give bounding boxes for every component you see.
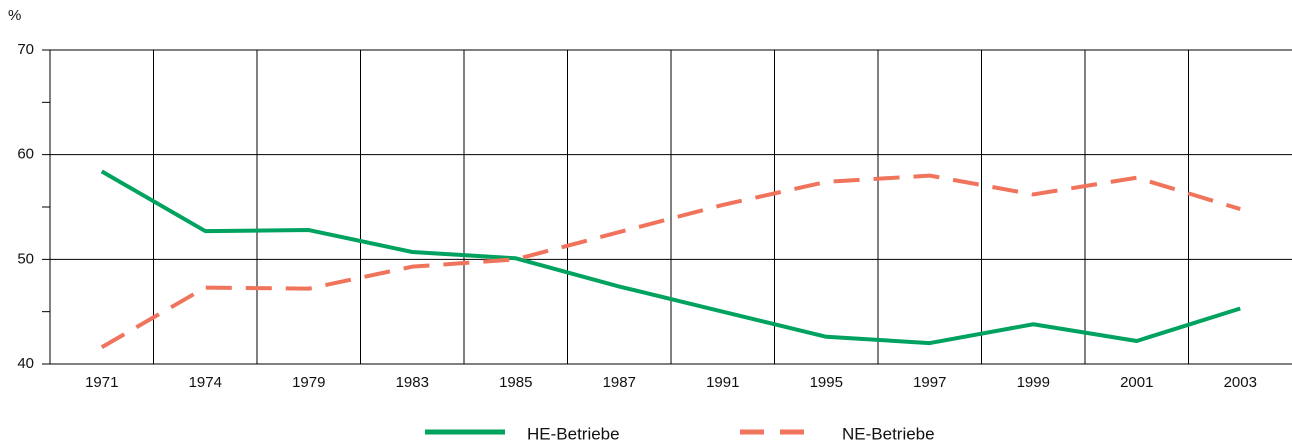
- y-axis-label: %: [8, 7, 21, 24]
- x-tick-label: 1974: [189, 374, 222, 391]
- x-tick-label: 1971: [85, 374, 118, 391]
- y-tick-label: 50: [17, 250, 34, 267]
- x-tick-label: 1995: [810, 374, 843, 391]
- x-tick-label: 1991: [706, 374, 739, 391]
- y-tick-label: 70: [17, 41, 34, 58]
- x-tick-label: 1983: [396, 374, 429, 391]
- x-tick-label: 2003: [1224, 374, 1257, 391]
- x-tick-label: 1997: [913, 374, 946, 391]
- x-tick-label: 1979: [292, 374, 325, 391]
- y-tick-label: 60: [17, 146, 34, 163]
- x-tick-label: 1985: [499, 374, 532, 391]
- x-tick-label: 2001: [1120, 374, 1153, 391]
- legend-label: HE-Betriebe: [527, 424, 620, 443]
- y-tick-label: 40: [17, 355, 34, 372]
- x-tick-label: 1999: [1017, 374, 1050, 391]
- legend-label: NE-Betriebe: [842, 424, 935, 443]
- series-line: [100, 173, 1241, 349]
- series-line: [100, 169, 1241, 346]
- x-tick-label: 1987: [603, 374, 636, 391]
